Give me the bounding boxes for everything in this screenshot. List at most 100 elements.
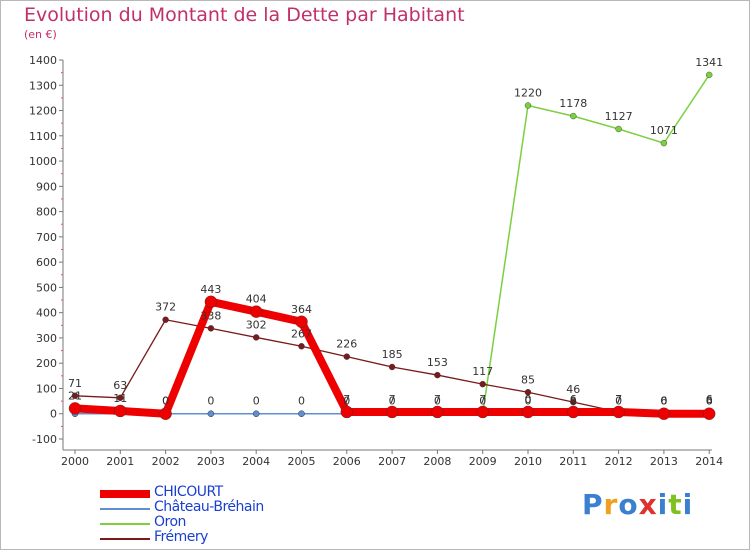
logo-letter: t	[668, 488, 683, 521]
data-label: 1220	[514, 86, 542, 99]
y-tick-label: 800	[36, 206, 57, 219]
data-point	[385, 405, 399, 419]
data-label: 302	[246, 318, 267, 331]
data-label: 7	[343, 393, 350, 406]
data-label: 0	[434, 395, 441, 408]
chart-title: Evolution du Montant de la Dette par Hab…	[24, 4, 465, 26]
y-tick-label: 700	[36, 231, 57, 244]
data-point	[524, 102, 532, 109]
data-label: 0	[253, 395, 260, 408]
data-point	[207, 325, 215, 332]
logo-letter: P	[582, 488, 604, 521]
data-point	[388, 363, 396, 371]
logo-letter: o	[618, 488, 639, 521]
y-tick-label: 1000	[29, 155, 57, 168]
data-point	[250, 305, 263, 318]
data-label: 364	[291, 303, 312, 316]
data-label: 7	[479, 393, 486, 406]
data-label: 0	[660, 395, 667, 408]
data-point	[298, 343, 305, 350]
legend-swatch	[100, 490, 150, 498]
data-label: 85	[521, 373, 535, 386]
data-point	[204, 295, 218, 309]
data-point	[479, 380, 486, 388]
y-tick-label: 500	[36, 281, 57, 294]
x-tick-label: 2002	[152, 455, 180, 468]
logo-letter: i	[682, 488, 694, 521]
data-point	[524, 389, 532, 396]
data-label: 0	[389, 395, 396, 408]
x-tick-label: 2013	[650, 455, 678, 468]
x-tick-label: 2001	[106, 455, 134, 468]
x-tick-label: 2010	[514, 455, 542, 468]
data-label: 0	[525, 395, 532, 408]
x-tick-label: 2004	[242, 455, 270, 468]
data-point	[253, 410, 260, 417]
data-label: 1341	[695, 56, 723, 69]
logo-letter: x	[638, 488, 658, 521]
data-label: 0	[298, 395, 305, 408]
y-tick-label: 600	[36, 256, 57, 269]
data-label: 1071	[650, 124, 678, 137]
data-point	[340, 405, 353, 419]
data-label: 6	[660, 395, 667, 408]
data-point	[567, 405, 580, 419]
y-tick-label: 1400	[29, 54, 57, 67]
data-label: 0	[162, 395, 169, 408]
y-tick-label: 0	[50, 408, 57, 421]
data-point	[253, 334, 260, 341]
data-label: 0	[570, 395, 577, 408]
y-tick-label: 200	[36, 357, 57, 370]
data-label: 117	[472, 365, 493, 378]
x-tick-label: 2008	[423, 455, 451, 468]
data-point	[68, 402, 82, 415]
data-point	[162, 316, 169, 323]
data-point	[570, 112, 577, 120]
data-label: 0	[207, 395, 214, 408]
data-point	[207, 410, 215, 417]
y-tick-label: 1100	[29, 130, 57, 143]
data-point	[298, 410, 305, 417]
data-label: 7	[434, 393, 441, 406]
data-point	[703, 407, 716, 420]
x-tick-label: 2003	[197, 455, 225, 468]
data-point	[521, 405, 535, 419]
data-point	[343, 353, 350, 360]
data-point	[431, 405, 444, 419]
series-lines	[74, 74, 710, 418]
data-point	[71, 392, 79, 399]
y-tick-label: 100	[36, 382, 57, 395]
data-label: 6	[570, 393, 577, 406]
data-label: 0	[615, 395, 622, 408]
data-label: 0	[479, 395, 486, 408]
legend-label: CHICOURT	[154, 484, 223, 500]
y-tick-label: 300	[36, 332, 57, 345]
data-label: 372	[155, 301, 176, 314]
y-tick-label: 1300	[29, 79, 57, 92]
data-label: 11	[113, 392, 127, 405]
legend-swatch	[100, 508, 150, 510]
data-point	[612, 405, 625, 419]
data-label: 0	[660, 395, 667, 408]
data-point	[434, 371, 441, 379]
data-point	[706, 71, 713, 79]
axes: -100010020030040050060070080090010001100…	[29, 54, 723, 468]
y-tick-label: 900	[36, 180, 57, 193]
chart-unit-label: (en €)	[24, 28, 57, 41]
data-point	[476, 405, 489, 419]
data-label: 338	[200, 309, 221, 322]
x-tick-label: 2011	[559, 455, 587, 468]
x-tick-label: 2012	[605, 455, 633, 468]
x-tick-label: 2007	[378, 455, 406, 468]
data-point	[660, 139, 668, 147]
data-label: 443	[200, 283, 221, 296]
proxiti-logo: Proxiti	[582, 488, 693, 521]
data-label: 153	[427, 356, 448, 369]
x-tick-label: 2014	[695, 455, 723, 468]
data-label: 7	[615, 393, 622, 406]
y-tick-label: 400	[36, 307, 57, 320]
data-label: 0	[706, 395, 713, 408]
